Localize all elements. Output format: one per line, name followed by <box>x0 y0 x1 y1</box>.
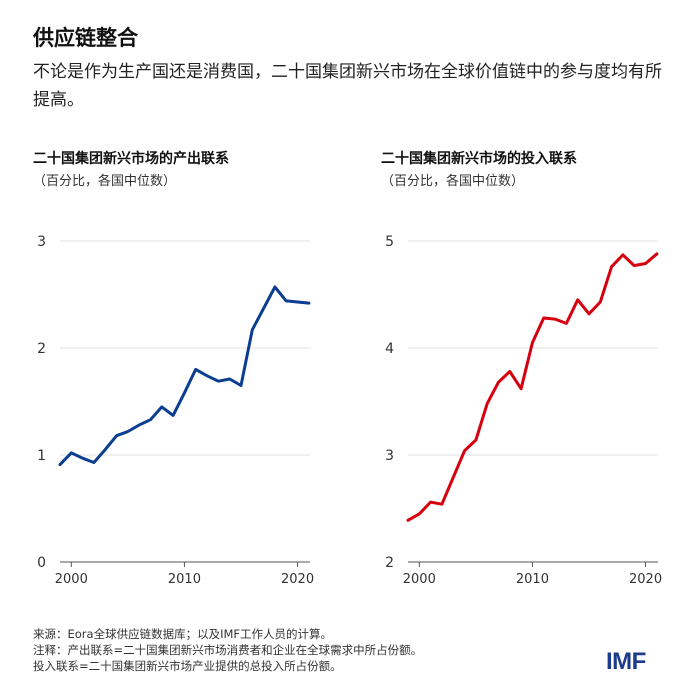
left-y-tick-label: 2 <box>37 341 46 357</box>
imf-logo: IMF <box>606 648 646 675</box>
left-y-tick-label: 1 <box>37 448 46 464</box>
right-y-tick-label: 3 <box>385 448 394 464</box>
left-y-tick-label: 0 <box>37 555 46 571</box>
right-y-tick-label: 4 <box>385 341 394 357</box>
right-x-tick-label: 2020 <box>629 572 662 587</box>
note-input: 投入联系=二十国集团新兴市场产业提供的总投入所占份额。 <box>33 659 342 673</box>
right-y-tick-label: 2 <box>385 555 394 571</box>
footer-notes: 来源：Eora全球供应链数据库；以及IMF工作人员的计算。 注释：产出联系=二十… <box>33 626 422 674</box>
right-x-tick-label: 2000 <box>403 572 436 587</box>
source-note: 来源：Eora全球供应链数据库；以及IMF工作人员的计算。 <box>33 627 333 641</box>
left-x-tick-label: 2010 <box>168 572 201 587</box>
right-y-tick-label: 5 <box>385 234 394 250</box>
right-chart-subtitle: （百分比，各国中位数） <box>381 174 525 189</box>
page-subtitle: 不论是作为生产国还是消费国，二十国集团新兴市场在全球价值链中的参与度均有所提高。 <box>33 62 662 110</box>
left-y-tick-label: 3 <box>37 234 46 250</box>
right-series-line <box>406 252 659 522</box>
page-title: 供应链整合 <box>33 26 138 50</box>
left-x-tick-label: 2020 <box>281 572 314 587</box>
note-output: 注释：产出联系=二十国集团新兴市场消费者和企业在全球需求中所占份额。 <box>33 643 423 657</box>
left-series-line <box>58 285 311 467</box>
right-chart-title: 二十国集团新兴市场的投入联系 <box>381 151 577 167</box>
left-x-tick-label: 2000 <box>55 572 88 587</box>
right-x-tick-label: 2010 <box>516 572 549 587</box>
left-chart-subtitle: （百分比，各国中位数） <box>33 174 177 189</box>
left-chart-title: 二十国集团新兴市场的产出联系 <box>33 151 229 167</box>
